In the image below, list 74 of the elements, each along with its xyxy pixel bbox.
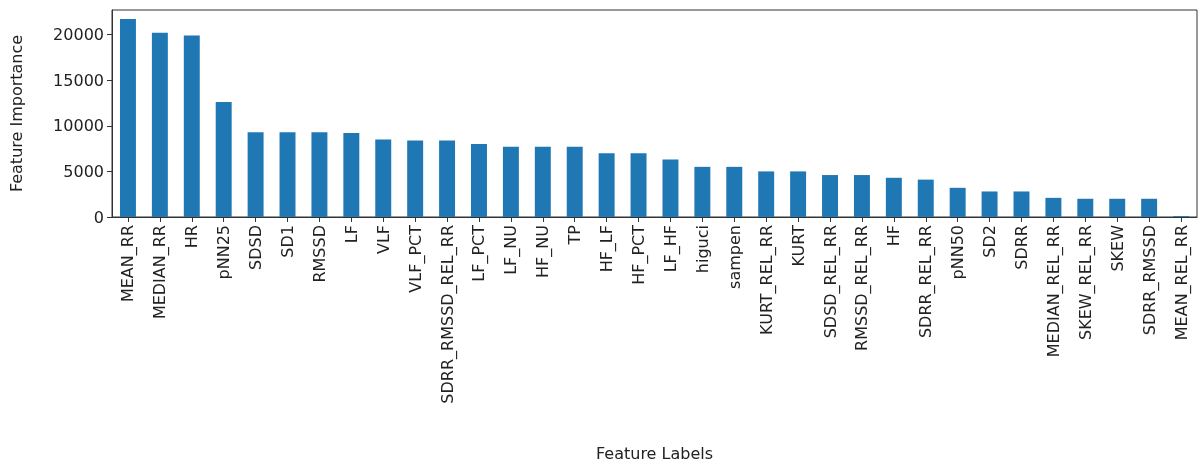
bar bbox=[885, 177, 902, 217]
y-tick-label: 5000 bbox=[63, 161, 104, 181]
x-tick-label: TP bbox=[565, 224, 585, 246]
bar bbox=[311, 132, 328, 217]
bar bbox=[1077, 198, 1094, 217]
bar bbox=[279, 132, 296, 217]
x-tick-label: SDRR bbox=[1011, 225, 1031, 270]
bar bbox=[949, 187, 966, 217]
bar bbox=[981, 191, 998, 217]
x-tick-label: KURT_REL_RR bbox=[756, 225, 777, 335]
bar bbox=[183, 35, 200, 217]
x-tick-label: HF_LF bbox=[597, 225, 618, 273]
bar bbox=[1141, 198, 1158, 217]
x-tick-label: SDSD bbox=[246, 225, 266, 270]
bar bbox=[375, 139, 392, 217]
bar bbox=[119, 19, 136, 217]
x-axis-title: Feature Labels bbox=[595, 443, 714, 462]
x-tick-label: HF_PCT bbox=[629, 224, 650, 285]
x-tick-label: pNN50 bbox=[948, 225, 968, 280]
bar bbox=[822, 175, 838, 217]
x-tick-label: pNN25 bbox=[214, 225, 234, 280]
bar bbox=[1013, 191, 1030, 217]
bar bbox=[853, 175, 870, 217]
x-tick-label: SDRR_RMSSD_REL_RR bbox=[437, 225, 458, 404]
x-tick-label: SKEW_REL_RR bbox=[1075, 225, 1096, 340]
x-tick-label: SD2 bbox=[980, 225, 1000, 258]
x-tick-label: KURT bbox=[788, 224, 808, 267]
bar bbox=[758, 171, 775, 217]
y-tick-label: 10000 bbox=[53, 116, 104, 136]
bar bbox=[151, 32, 168, 217]
bar bbox=[630, 153, 647, 217]
bar bbox=[917, 179, 934, 217]
x-tick-label: LF bbox=[341, 225, 361, 244]
bar bbox=[1045, 197, 1062, 217]
x-tick-label: LF_HF bbox=[660, 225, 681, 273]
x-tick-label: RMSSD bbox=[309, 225, 329, 283]
x-tick-label: LF_NU bbox=[501, 225, 522, 275]
bar bbox=[662, 159, 679, 217]
x-tick-label: MEAN_RR bbox=[118, 225, 139, 303]
bar bbox=[726, 166, 743, 217]
x-tick-label: HF bbox=[884, 225, 904, 247]
bar bbox=[215, 102, 232, 217]
bar bbox=[534, 146, 551, 217]
x-tick-label: VLF bbox=[373, 225, 393, 255]
bar bbox=[343, 133, 360, 217]
bar bbox=[439, 140, 456, 217]
bar bbox=[694, 166, 711, 217]
bar bbox=[407, 140, 424, 217]
x-tick-label: SD1 bbox=[278, 225, 298, 258]
y-tick-label: 20000 bbox=[53, 25, 104, 45]
y-tick-label: 0 bbox=[93, 207, 104, 227]
bar bbox=[790, 171, 807, 217]
bar bbox=[566, 146, 583, 217]
x-tick-label: MEDIAN_REL_RR bbox=[1043, 225, 1064, 358]
bar bbox=[1109, 198, 1126, 217]
x-tick-label: HF_NU bbox=[533, 225, 554, 278]
x-tick-label: SKEW bbox=[1107, 224, 1127, 272]
x-tick-label: sampen bbox=[724, 225, 744, 289]
x-tick-label: higuci bbox=[692, 225, 712, 274]
x-tick-label: MEDIAN_RR bbox=[150, 225, 171, 320]
bar bbox=[471, 144, 487, 217]
x-tick-label: RMSSD_REL_RR bbox=[852, 225, 873, 351]
y-axis-title: Feature Importance bbox=[6, 34, 26, 193]
x-tick-label: HR bbox=[182, 225, 202, 249]
x-tick-label: VLF_PCT bbox=[405, 224, 426, 293]
bar bbox=[598, 153, 615, 217]
x-tick-label: SDRR_REL_RR bbox=[916, 225, 937, 339]
x-tick-label: LF_PCT bbox=[469, 224, 490, 282]
bar bbox=[502, 146, 519, 217]
x-tick-label: MEAN_REL_RR bbox=[1171, 225, 1192, 341]
x-tick-label: SDSD_REL_RR bbox=[820, 225, 841, 339]
bar bbox=[247, 132, 264, 217]
x-tick-label: SDRR_RMSSD bbox=[1139, 225, 1160, 336]
y-tick-label: 15000 bbox=[53, 70, 104, 90]
